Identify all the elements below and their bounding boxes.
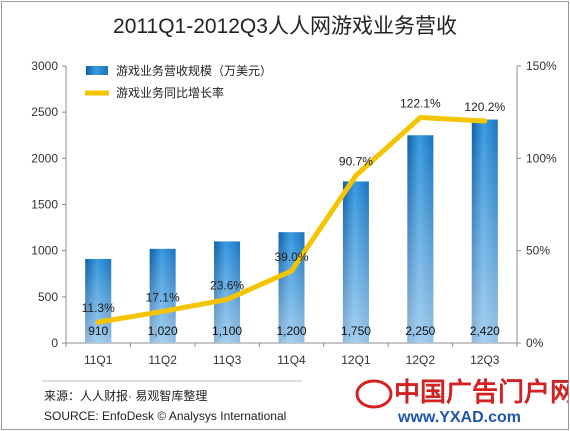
bar-value-label: 1,750 — [341, 324, 371, 338]
bar-sheen — [85, 258, 112, 343]
legend: 游戏业务营收规模（万美元） 游戏业务同比增长率 — [85, 63, 272, 100]
bar-sheen — [214, 241, 241, 343]
x-tick-label: 11Q1 — [84, 353, 113, 367]
bar-sheen — [149, 248, 176, 343]
bar-value-label: 1,200 — [276, 324, 306, 338]
bar-value-label: 2,420 — [470, 324, 500, 338]
x-tick-label: 11Q3 — [213, 353, 242, 367]
bar-value-label: 910 — [88, 324, 108, 338]
y-left-tick-label: 3000 — [31, 59, 58, 73]
legend-swatch-bar — [86, 66, 108, 75]
bar-value-label: 1,020 — [148, 324, 178, 338]
x-tick-label: 12Q1 — [341, 353, 371, 367]
y-left-tick-label: 0 — [51, 336, 58, 350]
line-value-label: 23.6% — [210, 278, 244, 292]
chart-title: 2011Q1-2012Q3人人网游戏业务营收 — [113, 15, 457, 38]
line-series: 11.3% 17.1% 23.6% 39.0% 90.7% 122.1% 120.2% — [82, 97, 505, 325]
source-en: SOURCE: EnfoDesk © Analysys Internationa… — [44, 409, 286, 423]
watermark-name: 中国广告门户网 — [394, 377, 568, 407]
bar-sheen — [278, 232, 305, 343]
y-left-tick-label: 500 — [38, 290, 58, 304]
line-value-label: 39.0% — [274, 250, 308, 264]
y-right-tick-label: 100% — [526, 151, 557, 165]
bar-sheen — [342, 181, 369, 343]
watermark-logo: 中国广告门户网 www.YXAD.com — [355, 377, 568, 426]
source-cn: 来源：人人财报· 易观智库整理 — [44, 388, 207, 403]
bar-value-label: 1,100 — [212, 324, 242, 338]
x-tick-label: 11Q2 — [148, 353, 177, 367]
y-right-tick-label: 50% — [526, 244, 550, 258]
watermark-seal-icon — [355, 379, 393, 409]
x-tick-label: 11Q4 — [277, 353, 306, 367]
y-right-tick-label: 150% — [526, 59, 557, 73]
watermark-url: www.YXAD.com — [397, 409, 521, 426]
legend-label-revenue: 游戏业务营收规模（万美元） — [116, 63, 272, 78]
y-left-tick-label: 1000 — [31, 244, 58, 258]
y-left-tick-label: 2000 — [31, 151, 58, 165]
line-value-label: 17.1% — [146, 290, 180, 304]
line-value-label: 11.3% — [82, 301, 115, 315]
x-tick-label: 12Q2 — [406, 353, 436, 367]
y-left-tick-label: 1500 — [31, 198, 58, 212]
line-value-label: 122.1% — [400, 97, 441, 111]
bar-series: 910 1,020 1,100 1,200 1,750 2,250 2,420 — [85, 119, 500, 343]
line-value-label: 90.7% — [339, 155, 373, 169]
x-tick-label: 12Q3 — [470, 353, 500, 367]
bar-value-label: 2,250 — [405, 324, 435, 338]
bar-sheen — [471, 119, 498, 343]
legend-label-growth: 游戏业务同比增长率 — [116, 85, 224, 100]
bar-sheen — [407, 135, 434, 343]
line-value-label: 120.2% — [464, 100, 505, 114]
y-left-tick-label: 2500 — [31, 105, 58, 119]
y-right-tick-label: 0% — [526, 336, 544, 350]
